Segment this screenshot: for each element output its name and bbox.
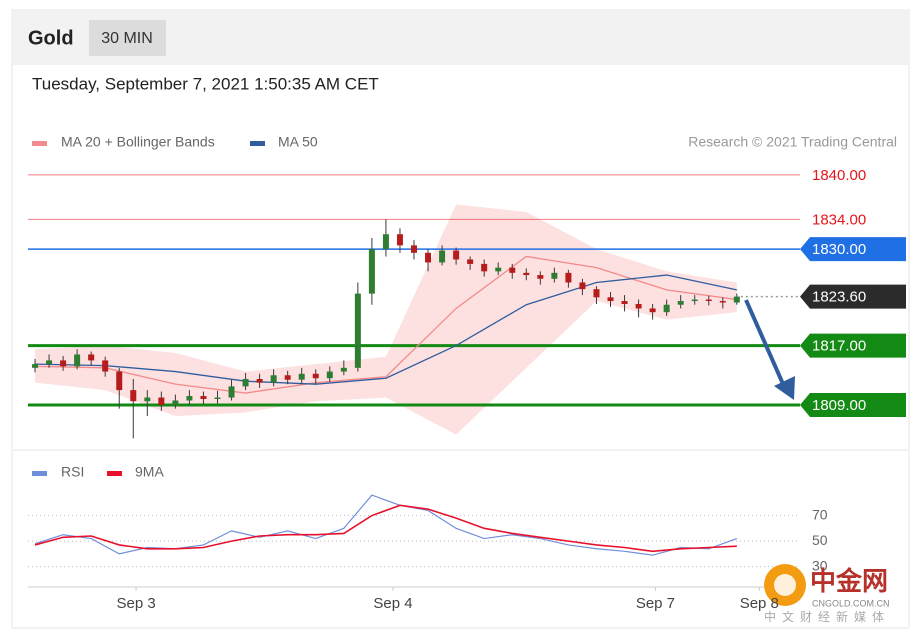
interval-badge[interactable]	[89, 20, 166, 56]
candle-body	[481, 263, 488, 272]
x-tick-label: Sep 7	[636, 595, 675, 612]
candle-body	[593, 289, 600, 298]
candle-body	[663, 304, 670, 313]
level-label: 1823.60	[812, 289, 866, 306]
candle-body	[74, 354, 81, 367]
candle-body	[214, 397, 221, 400]
candle-body	[256, 378, 263, 383]
candle-body	[228, 386, 235, 398]
level-label: 1830.00	[812, 241, 866, 258]
candle-body	[425, 252, 432, 263]
x-tick-label: Sep 8	[740, 595, 779, 612]
candle-body	[242, 378, 249, 387]
candle-body	[691, 299, 698, 302]
candle-body	[326, 371, 333, 379]
candle-body	[509, 267, 516, 273]
candle-body	[411, 245, 417, 253]
legend-label: MA 50	[278, 134, 318, 150]
legend-swatch	[107, 471, 122, 476]
x-tick-label: Sep 3	[116, 595, 155, 612]
legend-swatch	[32, 471, 47, 476]
level-label: 1834.00	[812, 211, 866, 228]
credit: Research © 2021 Trading Central	[688, 134, 897, 150]
candle-body	[705, 299, 712, 302]
timestamp: Tuesday, September 7, 2021 1:50:35 AM CE…	[32, 74, 379, 93]
candle-body	[172, 400, 179, 405]
legend-label: MA 20 + Bollinger Bands	[61, 134, 215, 150]
y-tick-label: 70	[812, 506, 828, 522]
candle-body	[733, 296, 740, 303]
candle-body	[382, 234, 389, 250]
candle-body	[32, 364, 39, 368]
price-panel: MA 20 + Bollinger Bands MA 50 1840.00 1834.…	[28, 134, 906, 439]
candle-body	[340, 367, 347, 372]
arrow-head	[774, 376, 795, 400]
candle-body	[565, 272, 572, 283]
candle-body	[368, 249, 375, 294]
candle-body	[158, 397, 165, 405]
candle-body	[102, 360, 109, 372]
rsi-panel: RSI 9MA 70 50 30	[28, 464, 828, 591]
rsi-line	[34, 504, 737, 553]
symbol: Gold	[28, 27, 74, 49]
candle-body	[144, 397, 151, 402]
level-label: 1817.00	[812, 338, 866, 355]
y-tick-label: 50	[812, 532, 828, 548]
candle-body	[396, 234, 403, 246]
ma-line	[35, 255, 737, 394]
candle-body	[200, 396, 207, 400]
candle-body	[298, 373, 305, 380]
level-tag	[800, 333, 906, 358]
watermark-name: 中金网	[810, 566, 888, 596]
candle-body	[312, 373, 319, 379]
interval[interactable]: 30 MIN	[101, 30, 153, 47]
candle-body	[495, 267, 502, 272]
level-tag	[800, 284, 906, 309]
candle-body	[467, 259, 474, 264]
level-tag	[800, 392, 906, 417]
candle-body	[621, 301, 628, 304]
candle-body	[186, 396, 193, 401]
candle-body	[719, 301, 726, 303]
candle-body	[284, 375, 291, 380]
candle-body	[439, 250, 446, 263]
candle-body	[677, 301, 684, 305]
candle-body	[88, 354, 95, 361]
candle-body	[537, 275, 544, 279]
legend-swatch	[250, 141, 265, 146]
ma-line	[35, 274, 737, 385]
legend-label: 9MA	[135, 464, 164, 480]
arrow-shaft	[744, 299, 785, 385]
candle-body	[579, 282, 586, 290]
candle-body	[523, 272, 530, 276]
candle-body	[130, 390, 137, 402]
y-tick-label: 30	[812, 557, 828, 573]
candle-body	[551, 272, 558, 279]
candle-body	[649, 308, 656, 313]
legend-swatch	[32, 141, 47, 146]
candle-body	[635, 304, 642, 309]
watermark-slogan: 中文财经新媒体	[764, 609, 890, 624]
rsi-line	[34, 494, 738, 556]
watermark: 中金网 CNGOLD.COM.CN 中文财经新媒体	[764, 564, 890, 624]
level-label: 1809.00	[812, 397, 866, 414]
candle-body	[46, 360, 53, 365]
candle-body	[270, 375, 277, 383]
x-tick-label: Sep 4	[373, 595, 412, 612]
candle-body	[116, 371, 123, 391]
level-tag	[800, 237, 906, 262]
watermark-domain: CNGOLD.COM.CN	[812, 598, 890, 608]
forecast-arrow	[744, 299, 795, 400]
level-label: 1840.00	[812, 167, 866, 184]
candle-body	[354, 293, 361, 368]
candle-body	[453, 250, 460, 260]
watermark-logo-inner	[774, 574, 796, 596]
legend-label: RSI	[61, 464, 84, 480]
candle-body	[607, 297, 614, 302]
candle-body	[60, 360, 67, 367]
